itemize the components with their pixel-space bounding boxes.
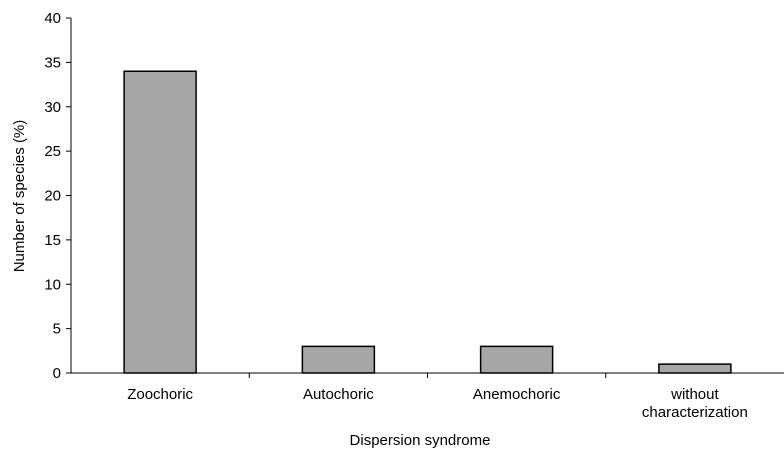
y-tick-label: 30 bbox=[44, 99, 61, 116]
y-tick-label: 10 bbox=[44, 276, 61, 293]
x-tick-label-line: Anemochoric bbox=[473, 386, 561, 403]
y-axis-title: Number of species (%) bbox=[11, 120, 28, 273]
y-tick-label: 20 bbox=[44, 188, 61, 205]
bar-without-characterization bbox=[658, 363, 732, 374]
y-tick-label: 25 bbox=[44, 143, 61, 160]
x-tick-label-line: Autochoric bbox=[303, 386, 374, 403]
bar-autochoric bbox=[301, 345, 376, 374]
x-tick-label: Anemochoric bbox=[473, 386, 561, 403]
x-tick-label: without characterization bbox=[642, 386, 748, 421]
x-tick-label-line: Zoochoric bbox=[127, 386, 193, 403]
x-tick-label-line: characterization bbox=[642, 404, 748, 421]
y-tick-label: 35 bbox=[44, 54, 61, 71]
x-tick-label: Zoochoric bbox=[127, 386, 193, 403]
bar-zoochoric bbox=[123, 70, 197, 374]
x-axis-ticks: Zoochoric Autochoric Anemochoric without cha… bbox=[127, 373, 748, 421]
y-tick-label: 5 bbox=[53, 321, 61, 338]
x-tick-label-line: without bbox=[670, 386, 719, 403]
y-tick-label: 15 bbox=[44, 232, 61, 249]
bars bbox=[123, 70, 732, 374]
x-axis-title: Dispersion syndrome bbox=[350, 432, 491, 449]
y-tick-label: 40 bbox=[44, 10, 61, 27]
y-tick-label: 0 bbox=[53, 365, 61, 382]
y-axis-ticks: 0 5 10 15 20 25 30 35 40 bbox=[44, 10, 71, 382]
bar-anemochoric bbox=[479, 345, 554, 374]
x-tick-label: Autochoric bbox=[303, 386, 374, 403]
